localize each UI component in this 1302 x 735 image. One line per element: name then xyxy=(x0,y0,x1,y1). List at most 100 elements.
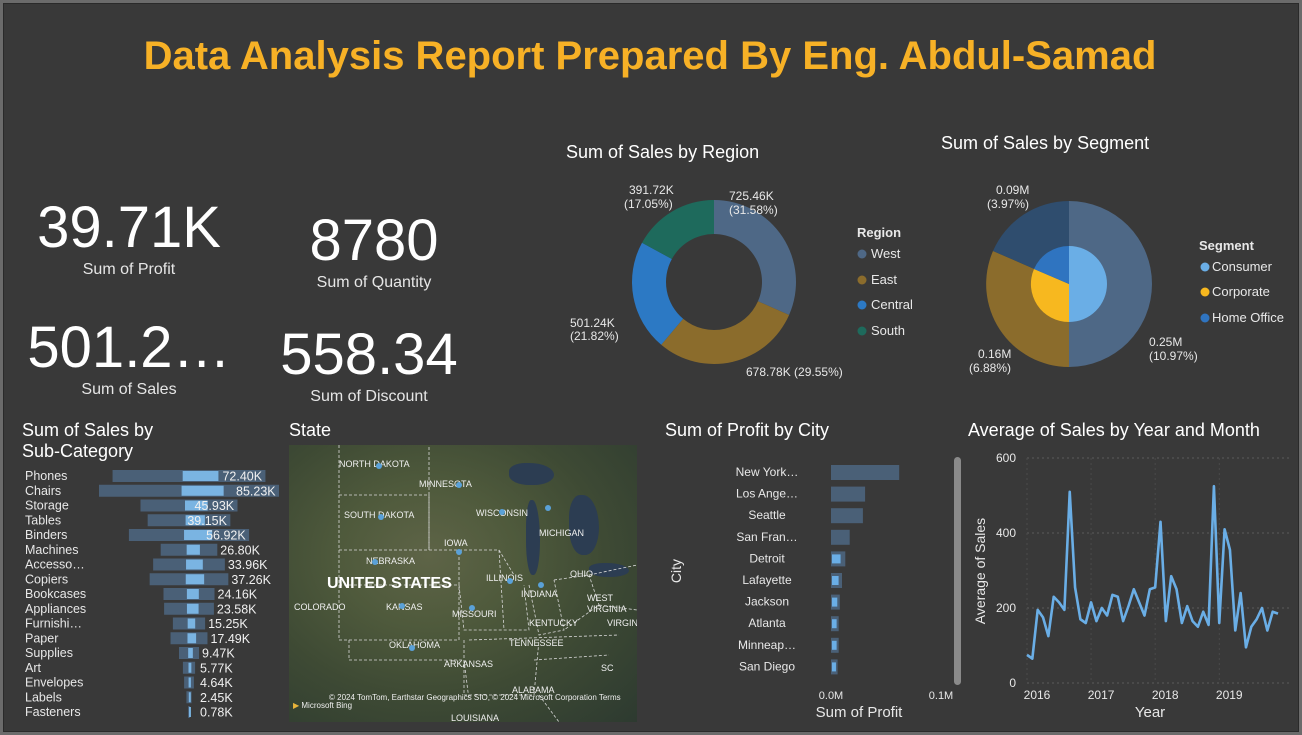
legend-west[interactable]: West xyxy=(871,246,901,261)
subcat-label: Accesso… xyxy=(25,558,85,572)
legend-east[interactable]: East xyxy=(871,272,897,287)
subcat-label: Tables xyxy=(25,513,61,527)
city-category-label: Seattle xyxy=(748,508,786,522)
map-label-missouri: MISSOURI xyxy=(452,609,497,619)
map-point[interactable] xyxy=(469,605,475,611)
map-label-louisiana: LOUISIANA xyxy=(451,713,500,722)
map-point[interactable] xyxy=(545,505,551,511)
subcat-value: 0.78K xyxy=(200,706,233,720)
segment-inner-corporate[interactable] xyxy=(1030,269,1069,323)
segment-pie-chart[interactable]: 0.09M (3.97%) 0.25M (10.97%) 0.16M (6.88… xyxy=(944,169,1294,384)
sales-line-chart[interactable]: 0 200 400 600 2016 2017 2018 2019 Average of Sal… xyxy=(964,449,1294,724)
city-x-axis-label: Sum of Profit xyxy=(816,704,904,721)
legend-home-office-marker xyxy=(1200,313,1210,323)
subcat-bar-highlight xyxy=(188,662,192,673)
subcat-label: Copiers xyxy=(25,572,68,586)
city-bar[interactable] xyxy=(831,508,863,524)
city-x-tick: 0.1M xyxy=(929,690,953,702)
legend-consumer[interactable]: Consumer xyxy=(1212,259,1273,274)
line-x-tick: 2016 xyxy=(1024,688,1051,702)
segment-outer-consumer[interactable] xyxy=(1069,201,1152,367)
city-category-label: San Fran… xyxy=(736,530,797,544)
city-bar-chart[interactable]: City New York… Los Ange… Seattle San Fran… De… xyxy=(659,449,969,724)
line-x-tick: 2017 xyxy=(1088,688,1115,702)
subcat-bar-highlight xyxy=(185,515,205,526)
segment-inner-consumer[interactable] xyxy=(1069,246,1107,322)
city-category-label: San Diego xyxy=(739,659,795,673)
segment-chart-title: Sum of Sales by Segment xyxy=(941,133,1150,153)
subcat-value: 9.47K xyxy=(202,647,235,661)
segment-label-left-value: 0.16M xyxy=(978,347,1011,361)
region-slice-west[interactable] xyxy=(714,200,796,315)
map-point[interactable] xyxy=(456,482,462,488)
profit-label: Sum of Profit xyxy=(82,261,176,278)
map-point[interactable] xyxy=(372,559,378,565)
region-legend[interactable]: West East Central South xyxy=(857,246,914,338)
region-slice-east[interactable] xyxy=(661,301,790,364)
subcat-bar-highlight xyxy=(187,633,197,644)
dashboard-canvas: Data Analysis Report Prepared By Eng. Ab… xyxy=(3,3,1299,732)
legend-home-office[interactable]: Home Office xyxy=(1212,310,1284,325)
subcat-funnel-chart[interactable]: Phones 72.40K Chairs 85.23K Storage 45.93K Tab… xyxy=(18,464,286,724)
sales-card[interactable]: 501.2… Sum of Sales xyxy=(14,319,244,399)
quantity-card[interactable]: 8780 Sum of Quantity xyxy=(269,212,479,292)
map-brand-text: Microsoft Bing xyxy=(301,701,353,710)
legend-corporate[interactable]: Corporate xyxy=(1212,284,1270,299)
map-point[interactable] xyxy=(376,463,382,469)
line-series-average-sales[interactable] xyxy=(1026,484,1279,660)
map-label-alabama: ALABAMA xyxy=(512,685,555,695)
subcat-title-line1: Sum of Sales by xyxy=(22,420,154,440)
map-brand: ▶ Microsoft Bing xyxy=(293,701,352,710)
segment-legend[interactable]: Consumer Corporate Home Office xyxy=(1200,259,1285,325)
label-central-value: 501.24K xyxy=(570,316,615,330)
city-scrollbar[interactable] xyxy=(954,457,961,685)
map-point[interactable] xyxy=(538,582,544,588)
segment-label-left-pct: (6.88%) xyxy=(969,361,1011,375)
subcat-value: 56.92K xyxy=(206,529,246,543)
segment-label-top-pct: (3.97%) xyxy=(987,197,1029,211)
line-x-axis-label: Year xyxy=(1135,704,1165,721)
city-bar[interactable] xyxy=(831,486,866,502)
map-point[interactable] xyxy=(507,578,513,584)
map-point[interactable] xyxy=(378,514,384,520)
segment-inner-home-office[interactable] xyxy=(1034,245,1069,284)
map-label-north-dakota: NORTH DAKOTA xyxy=(339,459,410,469)
region-slice-central[interactable] xyxy=(632,242,684,345)
map-label-west-virginia: WEST VIRGINIA xyxy=(587,593,627,614)
city-bar[interactable] xyxy=(831,465,900,480)
city-category-label: Detroit xyxy=(749,551,785,565)
map-point[interactable] xyxy=(456,549,462,555)
subcat-value: 15.25K xyxy=(208,617,248,631)
city-x-tick: 0.0M xyxy=(819,690,843,702)
region-legend-title: Region xyxy=(857,225,901,240)
subcat-bar-highlight xyxy=(188,707,191,717)
map-point[interactable] xyxy=(499,509,505,515)
sales-label: Sum of Sales xyxy=(81,381,177,398)
subcat-bar-highlight xyxy=(188,648,193,658)
region-slice-south[interactable] xyxy=(642,200,714,260)
subcat-bar-highlight xyxy=(185,574,205,585)
subcat-label: Bookcases xyxy=(25,587,86,601)
subcat-label: Envelopes xyxy=(25,676,83,690)
region-donut-chart[interactable]: 725.46K (31.58%) 678.78K (29.55%) 501.24… xyxy=(544,174,924,389)
region-slices xyxy=(632,200,796,364)
state-map[interactable]: NORTH DAKOTA MINNESOTA SOUTH DAKOTA WISC… xyxy=(289,445,637,722)
city-bar[interactable] xyxy=(831,529,850,545)
subcat-value: 39.15K xyxy=(187,514,227,528)
subcat-bar-highlight xyxy=(186,559,203,570)
legend-south-marker xyxy=(857,326,867,336)
quantity-value: 8780 xyxy=(309,208,439,273)
city-category-label: Jackson xyxy=(745,595,789,609)
discount-card[interactable]: 558.34 Sum of Discount xyxy=(264,326,474,406)
profit-card[interactable]: 39.71K Sum of Profit xyxy=(24,199,234,279)
legend-consumer-marker xyxy=(1200,262,1210,272)
legend-central[interactable]: Central xyxy=(871,297,913,312)
map-point[interactable] xyxy=(409,645,415,651)
city-bar-highlight xyxy=(832,640,837,650)
subcat-value: 33.96K xyxy=(228,558,268,572)
map-point[interactable] xyxy=(399,603,405,609)
map-attribution[interactable]: © 2024 TomTom, Earthstar Geographics SIO… xyxy=(329,693,621,702)
subcat-bar-highlight xyxy=(186,603,199,614)
legend-south[interactable]: South xyxy=(871,323,905,338)
discount-label: Sum of Discount xyxy=(310,388,428,405)
